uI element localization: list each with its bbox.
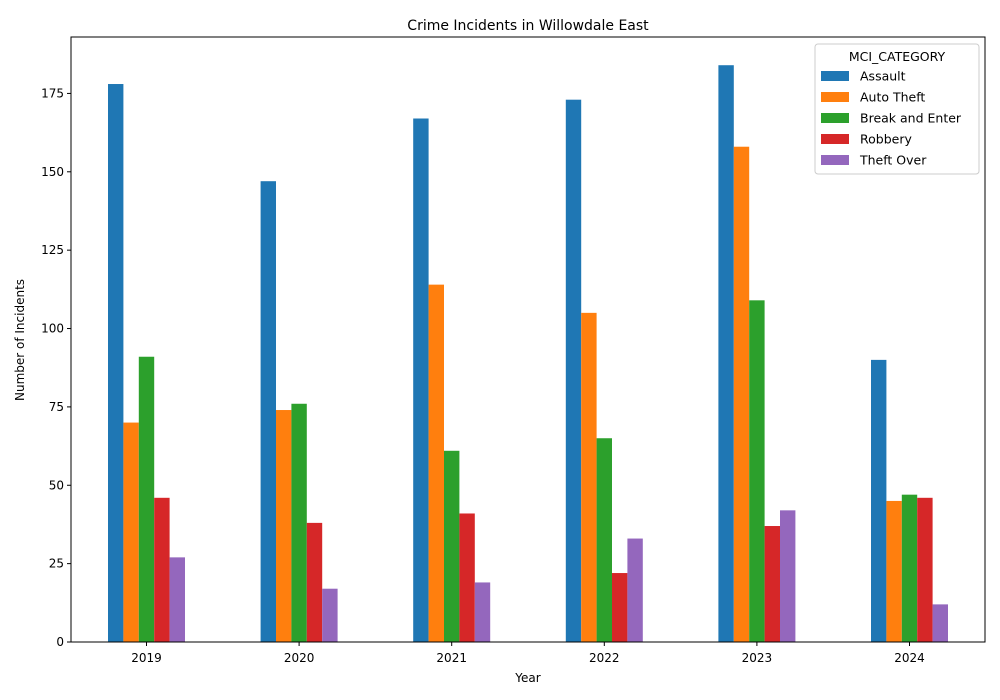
bar-assault-2020 — [260, 181, 276, 642]
y-tick-label: 25 — [49, 557, 64, 571]
legend-entry-label: Theft Over — [859, 153, 927, 168]
x-tick-label: 2020 — [284, 651, 315, 665]
bar-theft-over-2023 — [780, 510, 796, 642]
bars-group — [108, 65, 948, 642]
legend: MCI_CATEGORY Assault Auto Theft Break and … — [814, 43, 980, 175]
bar-assault-2024 — [871, 359, 887, 642]
y-axis: 0 25 50 75 100 125 150 175 — [41, 86, 71, 649]
x-axis-label: Year — [514, 671, 540, 685]
bar-robbery-2024 — [917, 497, 933, 642]
bar-auto-theft-2019 — [123, 422, 139, 642]
x-tick-label: 2019 — [131, 651, 162, 665]
bar-break-and-enter-2022 — [596, 438, 612, 642]
legend-entry-label: Auto Theft — [860, 90, 925, 105]
bar-robbery-2021 — [459, 513, 475, 642]
bar-auto-theft-2022 — [581, 312, 597, 642]
legend-swatch — [821, 113, 849, 123]
y-tick-label: 175 — [41, 86, 64, 100]
bar-break-and-enter-2021 — [444, 450, 460, 642]
y-tick-label: 150 — [41, 165, 64, 179]
bar-assault-2021 — [413, 118, 429, 642]
bar-robbery-2019 — [154, 497, 170, 642]
bar-theft-over-2019 — [169, 557, 185, 642]
bar-assault-2023 — [718, 65, 734, 642]
bar-assault-2019 — [108, 84, 124, 642]
legend-swatch — [821, 134, 849, 144]
x-tick-label: 2022 — [589, 651, 620, 665]
legend-swatch — [821, 71, 849, 81]
y-tick-label: 50 — [49, 478, 64, 492]
bar-break-and-enter-2023 — [749, 300, 765, 642]
legend-entry-label: Assault — [860, 69, 906, 84]
y-axis-label: Number of Incidents — [13, 279, 27, 401]
plot-frame — [70, 36, 986, 643]
bar-break-and-enter-2024 — [901, 494, 918, 642]
bar-auto-theft-2023 — [733, 146, 750, 642]
legend-swatch — [821, 92, 849, 102]
legend-swatch — [821, 155, 849, 165]
bar-theft-over-2021 — [474, 582, 491, 642]
bar-theft-over-2024 — [932, 604, 948, 642]
x-tick-label: 2021 — [436, 651, 467, 665]
chart-title: Crime Incidents in Willowdale East — [407, 18, 649, 34]
x-axis: 2019 2020 2021 2022 2023 2024 — [131, 642, 925, 665]
y-tick-label: 100 — [41, 322, 64, 336]
legend-entry-label: Robbery — [860, 132, 912, 147]
bar-auto-theft-2020 — [276, 410, 292, 642]
x-tick-label: 2023 — [742, 651, 773, 665]
bar-auto-theft-2024 — [886, 500, 902, 642]
x-tick-label: 2024 — [894, 651, 925, 665]
bar-robbery-2020 — [306, 522, 323, 642]
bar-robbery-2022 — [612, 573, 628, 642]
bar-assault-2022 — [565, 99, 582, 642]
legend-title: MCI_CATEGORY — [849, 49, 946, 64]
bar-auto-theft-2021 — [428, 284, 444, 642]
bar-theft-over-2020 — [322, 588, 338, 642]
bar-break-and-enter-2019 — [138, 356, 155, 642]
bar-theft-over-2022 — [627, 538, 643, 642]
y-tick-label: 75 — [49, 400, 64, 414]
bar-robbery-2023 — [764, 526, 780, 642]
legend-entry-label: Break and Enter — [860, 111, 962, 126]
y-tick-label: 125 — [41, 243, 64, 257]
bar-break-and-enter-2020 — [291, 403, 307, 642]
legend-box — [814, 43, 980, 175]
y-tick-label: 0 — [56, 635, 64, 649]
